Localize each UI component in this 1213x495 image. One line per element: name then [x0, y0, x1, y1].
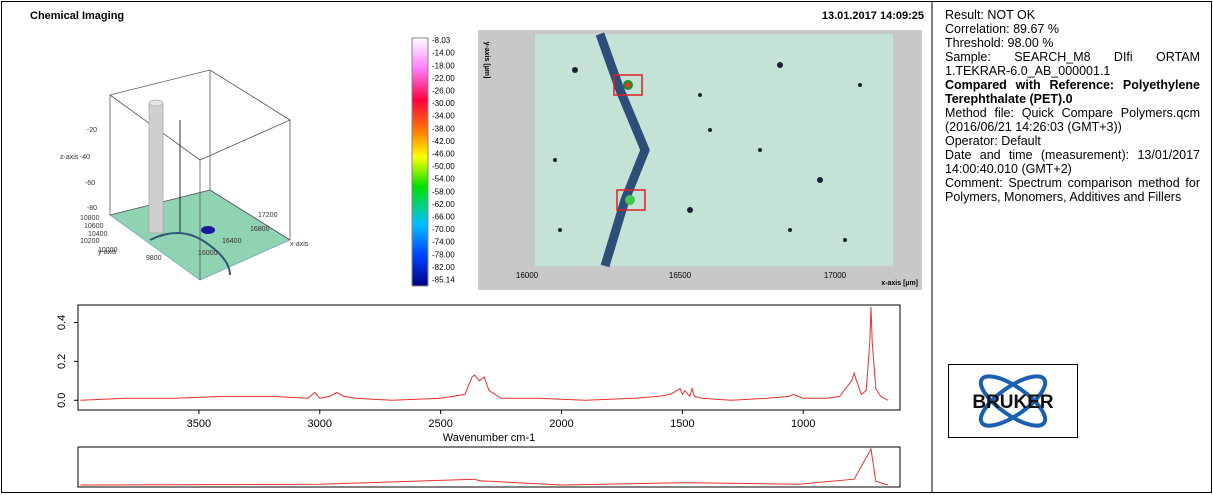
colorbar-label: -34.00: [432, 112, 455, 121]
y-tick-label: 0.0: [56, 393, 68, 408]
y-tick-label: 10800: [80, 215, 100, 222]
spectrum-line: [80, 306, 889, 401]
x-tick-label: 3500: [187, 418, 211, 430]
y-axis-label: y-axis: [98, 249, 117, 256]
y-tick-label: 10400: [88, 231, 108, 238]
panel-title: Chemical Imaging: [30, 10, 124, 22]
colorbar-label: -58.00: [432, 187, 455, 196]
report-line: Correlation: 89.67 %: [945, 22, 1059, 36]
colorbar-label: -38.00: [432, 124, 455, 133]
colorbar-label: -54.00: [432, 175, 455, 184]
colorbar-label: -70.00: [432, 225, 455, 234]
reference-frame: [77, 446, 901, 488]
report-line: Comment: Spectrum comparison method for …: [945, 176, 1200, 204]
colorbar-label: -82.00: [432, 263, 455, 272]
z-axis-label: z-axis: [60, 154, 79, 161]
z-tick-label: -80: [87, 205, 97, 212]
colorbar-label: -22.00: [432, 74, 455, 83]
colorbar-label: -30.00: [432, 99, 455, 108]
report-line: Threshold: 98.00 %: [945, 36, 1054, 50]
x-tick-label: 1500: [670, 418, 694, 430]
image-x-tick: 16000: [516, 271, 539, 280]
logo-graphic: BRUKER: [972, 374, 1054, 428]
x-tick-label: 16400: [222, 238, 242, 245]
x-axis-label: x-axis: [290, 241, 309, 248]
colorbar-label: -18.00: [432, 61, 455, 70]
report-line: Operator: Default: [945, 134, 1041, 148]
report-line: Compared with Reference: Polyethylene Te…: [945, 78, 1200, 106]
bruker-logo: BRUKER: [948, 364, 1078, 438]
spectrum-line: [80, 447, 889, 486]
colorbar-label: -62.00: [432, 200, 455, 209]
z-tick-label: -20: [87, 127, 97, 134]
x-tick-label: 3000: [308, 418, 332, 430]
x-tick-label: 1000: [791, 418, 815, 430]
colorbar-label: -78.00: [432, 250, 455, 259]
x-tick-label: 2000: [549, 418, 573, 430]
x-axis-label: Wavenumber cm-1: [443, 432, 536, 444]
y-tick-label: 10600: [84, 223, 104, 230]
y-tick-label: 9800: [146, 255, 162, 262]
surface-plot: [109, 69, 291, 281]
colorbar-label: -66.00: [432, 213, 455, 222]
report-line: Sample: SEARCH_M8 DIfi ORTAM 1.TEKRAR-6.…: [945, 50, 1200, 78]
colorbar-label: -14.00: [432, 49, 455, 58]
colorbar-label: -74.00: [432, 238, 455, 247]
z-tick-label: -60: [85, 180, 95, 187]
plot-frame: [77, 304, 901, 411]
logo-text: BRUKER: [972, 392, 1054, 413]
colorbar-label: -42.00: [432, 137, 455, 146]
report-line: Method file: Quick Compare Polymers.qcm …: [945, 106, 1200, 134]
x-tick-label: 16800: [250, 226, 270, 233]
colorbar-label: -8.03: [432, 36, 451, 45]
timestamp: 13.01.2017 14:09:25: [822, 10, 924, 22]
z-tick-label: -40: [80, 154, 90, 161]
y-tick-label: 0.2: [56, 354, 68, 369]
colorbar-label: -85.14: [432, 276, 455, 285]
colorbar: [411, 37, 429, 287]
x-tick-label: 16000: [198, 250, 218, 257]
y-tick-label: 0.4: [56, 315, 68, 330]
report-line: Date and time (measurement): 13/01/2017 …: [945, 148, 1200, 176]
colorbar-label: -26.00: [432, 87, 455, 96]
image-x-tick: 16500: [669, 271, 692, 280]
report-text: Result: NOT OK Correlation: 89.67 % Thresh…: [945, 8, 1200, 204]
colorbar-label: -46.00: [432, 150, 455, 159]
y-tick-label: 10200: [80, 238, 100, 245]
x-tick-label: 2500: [428, 418, 452, 430]
report-line: Result: NOT OK: [945, 8, 1036, 22]
image-y-label: y-axis [µm]: [483, 42, 490, 79]
y-tick-label: 10000: [98, 247, 118, 254]
image-x-tick: 17000: [824, 271, 847, 280]
microscope-image: [478, 30, 922, 290]
x-tick-label: 17200: [258, 212, 278, 219]
colorbar-label: -50.00: [432, 162, 455, 171]
image-x-label: x-axis [µm]: [881, 280, 918, 287]
